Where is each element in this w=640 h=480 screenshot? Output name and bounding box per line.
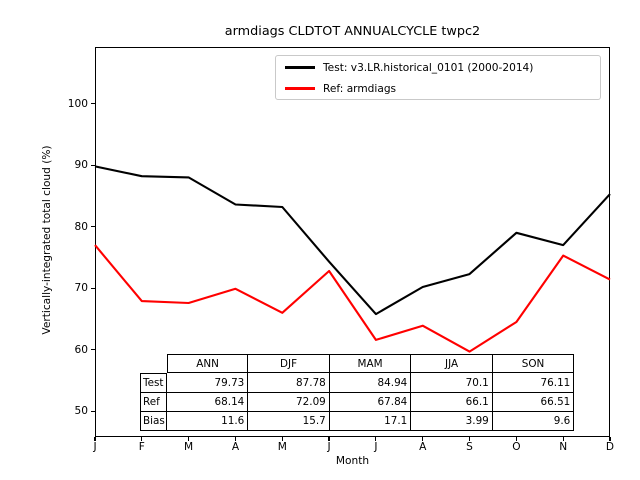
table-value-cell: 15.7 [248, 412, 330, 432]
x-tick-label: M [184, 441, 194, 453]
y-tick-label: 100 [67, 97, 88, 110]
table-value-cell: 3.99 [411, 412, 493, 432]
legend: Test: v3.LR.historical_0101 (2000-2014) … [275, 55, 601, 100]
x-tick-label: S [466, 441, 473, 453]
y-tick-label: 70 [74, 282, 88, 295]
x-tick-mark [468, 436, 471, 441]
table-value-cell: 11.6 [166, 412, 249, 432]
table-value-cell: 72.09 [248, 392, 330, 413]
x-tick-mark [234, 436, 237, 441]
y-tick-label: 50 [74, 405, 88, 418]
table-value-cell: 84.94 [329, 373, 412, 393]
y-tick-label: 80 [74, 220, 88, 233]
x-tick-label: N [559, 441, 568, 453]
table-value-cell: 9.6 [492, 412, 575, 432]
x-tick-mark [281, 436, 283, 441]
plot-area [95, 47, 610, 437]
x-tick-mark [515, 436, 517, 441]
x-tick-label: F [138, 441, 145, 453]
stats-table: ANN DJF MAM JJA SON Test 79.73 87.78 84.… [140, 354, 576, 432]
table-value-cell: 70.1 [411, 373, 493, 393]
x-tick-mark [141, 436, 143, 441]
legend-label-ref: Ref: armdiags [323, 82, 397, 95]
x-tick-label: J [93, 441, 97, 453]
x-tick-label: D [605, 441, 615, 453]
x-tick-mark [422, 436, 424, 441]
y-tick-label: 60 [74, 343, 88, 356]
table-header-cell: ANN [166, 354, 249, 374]
table-row-label: Test [140, 373, 167, 393]
x-tick-mark [94, 436, 96, 441]
ref-line-sample [285, 87, 315, 90]
test-line [94, 165, 611, 316]
test-line-sample [285, 66, 315, 69]
y-tick-mark [91, 287, 95, 289]
table-value-cell: 87.78 [248, 373, 330, 393]
x-tick-label: A [231, 441, 240, 453]
x-tick-mark [562, 436, 564, 441]
x-tick-mark [188, 436, 190, 441]
y-tick-mark [91, 226, 95, 228]
x-tick-label: O [512, 441, 521, 453]
x-tick-label: J [374, 441, 378, 453]
x-tick-label: J [327, 441, 331, 453]
table-header-cell: DJF [248, 354, 330, 374]
y-tick-mark [91, 103, 95, 105]
x-tick-mark [375, 436, 377, 441]
y-tick-mark [91, 349, 95, 351]
legend-entry-test: Test: v3.LR.historical_0101 (2000-2014) [285, 57, 600, 78]
table-value-cell: 79.73 [166, 373, 249, 393]
legend-entry-ref: Ref: armdiags [285, 78, 600, 99]
y-tick-label: 90 [74, 159, 88, 172]
x-axis-label: Month [335, 455, 370, 467]
table-value-cell: 17.1 [329, 412, 412, 432]
table-value-cell: 76.11 [492, 373, 575, 393]
table-header-cell: MAM [329, 354, 412, 374]
table-value-cell: 66.51 [492, 392, 575, 413]
ref-line [94, 244, 611, 353]
chart-title: armdiags CLDTOT ANNUALCYCLE twpc2 [224, 24, 481, 39]
x-tick-label: A [419, 441, 427, 453]
x-tick-label: M [277, 441, 287, 453]
x-tick-mark [328, 436, 330, 441]
table-value-cell: 67.84 [329, 392, 412, 413]
y-tick-mark [91, 410, 95, 412]
table-value-cell: 68.14 [166, 392, 249, 413]
table-header-cell: JJA [411, 354, 493, 374]
y-tick-mark [91, 164, 95, 166]
table-row-label: Ref [140, 392, 167, 413]
table-value-cell: 66.1 [411, 392, 493, 413]
legend-label-test: Test: v3.LR.historical_0101 (2000-2014) [323, 61, 534, 74]
x-tick-mark [609, 436, 611, 441]
table-row-label: Bias [140, 412, 167, 432]
table-header-cell: SON [492, 354, 575, 374]
